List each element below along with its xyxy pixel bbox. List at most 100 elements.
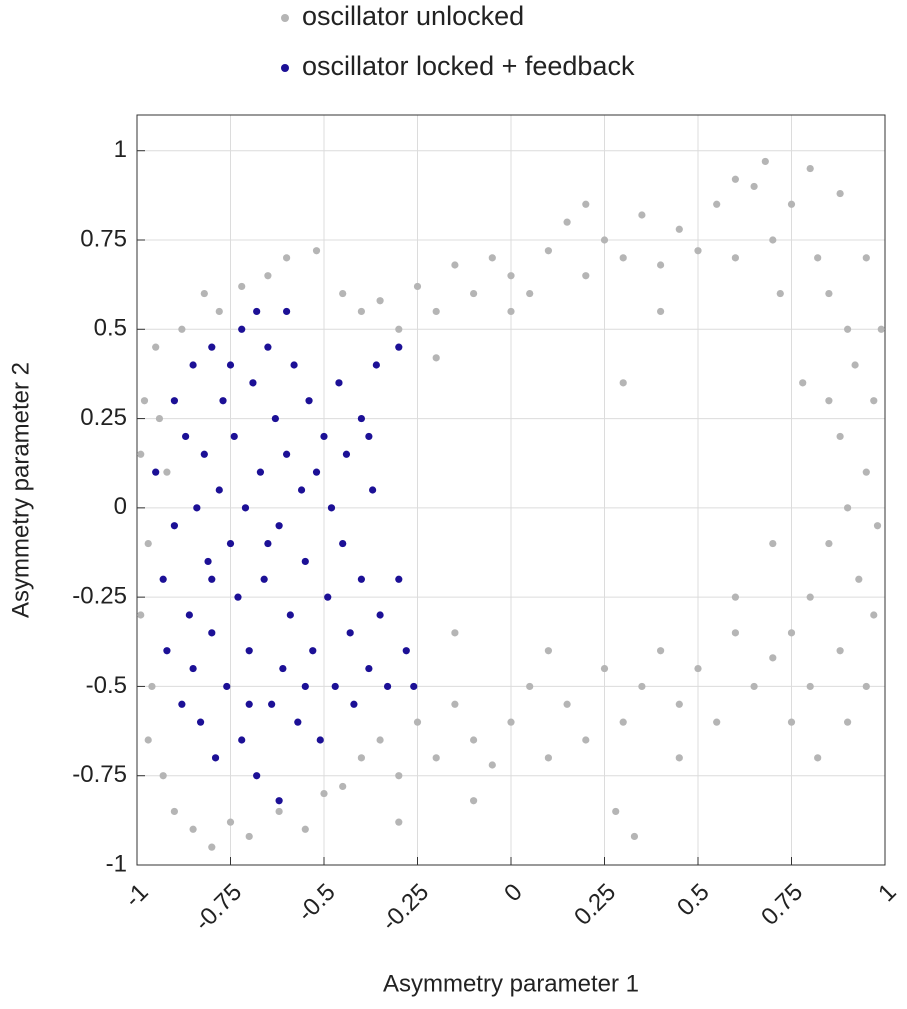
data-point — [357, 575, 365, 583]
data-point — [357, 754, 365, 762]
legend-label: oscillator locked + feedback — [302, 51, 635, 81]
data-point — [297, 486, 306, 494]
data-point — [200, 289, 208, 298]
data-point — [383, 682, 392, 691]
data-point — [657, 307, 665, 316]
data-point — [675, 225, 683, 233]
data-point — [713, 200, 721, 208]
data-point — [275, 522, 283, 530]
data-point — [264, 343, 272, 351]
data-point — [582, 200, 590, 208]
data-point — [507, 307, 515, 316]
data-point — [675, 754, 683, 762]
data-point — [189, 664, 197, 673]
data-point — [144, 736, 152, 744]
data-point — [301, 682, 309, 691]
data-point — [152, 468, 160, 476]
data-point — [862, 682, 870, 691]
y-tick-label: 0.75 — [80, 225, 127, 252]
data-point — [189, 825, 197, 833]
data-point — [211, 754, 220, 762]
data-point — [799, 379, 807, 387]
data-point — [432, 307, 440, 316]
data-point — [327, 504, 336, 512]
y-tick-label: 1 — [114, 136, 127, 163]
data-point — [170, 807, 178, 816]
data-point — [350, 700, 358, 708]
data-point — [694, 247, 702, 255]
x-tick-label: -1 — [120, 879, 154, 913]
data-point — [825, 289, 833, 298]
data-point — [836, 432, 844, 441]
data-point — [245, 832, 253, 841]
data-point — [185, 611, 193, 619]
data-point — [862, 254, 870, 262]
data-point — [376, 736, 384, 744]
x-tick-label: 1 — [873, 879, 902, 908]
data-point — [144, 539, 152, 548]
data-point — [137, 611, 145, 619]
x-tick-label: 0.5 — [672, 879, 715, 922]
data-point — [223, 682, 231, 691]
data-point — [675, 700, 683, 708]
data-point — [238, 736, 246, 744]
data-point — [155, 414, 164, 423]
data-point — [806, 682, 814, 691]
data-point — [600, 236, 609, 244]
data-point — [346, 629, 354, 637]
data-point — [279, 664, 287, 673]
data-point — [451, 261, 459, 269]
data-point — [731, 593, 740, 601]
data-point — [582, 272, 590, 280]
data-point — [619, 379, 627, 387]
x-tick-label: 0.25 — [569, 879, 621, 931]
data-point — [286, 611, 294, 619]
y-tick-label: -0.75 — [72, 761, 127, 788]
data-point — [357, 307, 365, 316]
data-point — [305, 397, 313, 405]
data-point — [301, 557, 309, 566]
data-point — [372, 361, 380, 369]
data-point — [470, 736, 478, 744]
data-point — [787, 718, 796, 726]
data-point — [369, 486, 377, 494]
data-point — [507, 718, 515, 726]
data-point — [769, 539, 777, 548]
data-point — [275, 807, 283, 816]
data-point — [395, 772, 403, 780]
y-tick-label: 0 — [114, 493, 127, 520]
data-point — [750, 182, 758, 191]
data-point — [312, 468, 321, 476]
data-point — [320, 432, 328, 441]
data-point — [844, 504, 852, 512]
data-point — [787, 200, 796, 208]
data-point — [814, 254, 822, 262]
data-point — [769, 654, 777, 662]
data-point — [877, 325, 885, 333]
data-point — [268, 700, 276, 708]
data-point — [544, 247, 553, 255]
data-point — [470, 289, 478, 298]
data-point — [862, 468, 870, 476]
y-tick-label: 0.5 — [94, 315, 127, 342]
data-point — [316, 736, 324, 744]
data-point — [507, 272, 515, 280]
data-point — [376, 611, 384, 619]
data-point — [215, 486, 223, 494]
data-point — [283, 450, 291, 458]
data-point — [432, 354, 440, 362]
data-point — [290, 361, 298, 369]
data-point — [170, 522, 178, 530]
data-point — [234, 593, 242, 601]
data-point — [825, 539, 833, 548]
data-point — [776, 289, 784, 298]
data-point — [271, 414, 279, 423]
data-point — [451, 629, 459, 637]
data-point — [264, 272, 272, 280]
data-point — [152, 343, 160, 351]
data-point — [851, 361, 859, 369]
data-point — [283, 307, 291, 316]
data-point — [432, 754, 440, 762]
y-tick-label: -0.5 — [86, 672, 127, 699]
